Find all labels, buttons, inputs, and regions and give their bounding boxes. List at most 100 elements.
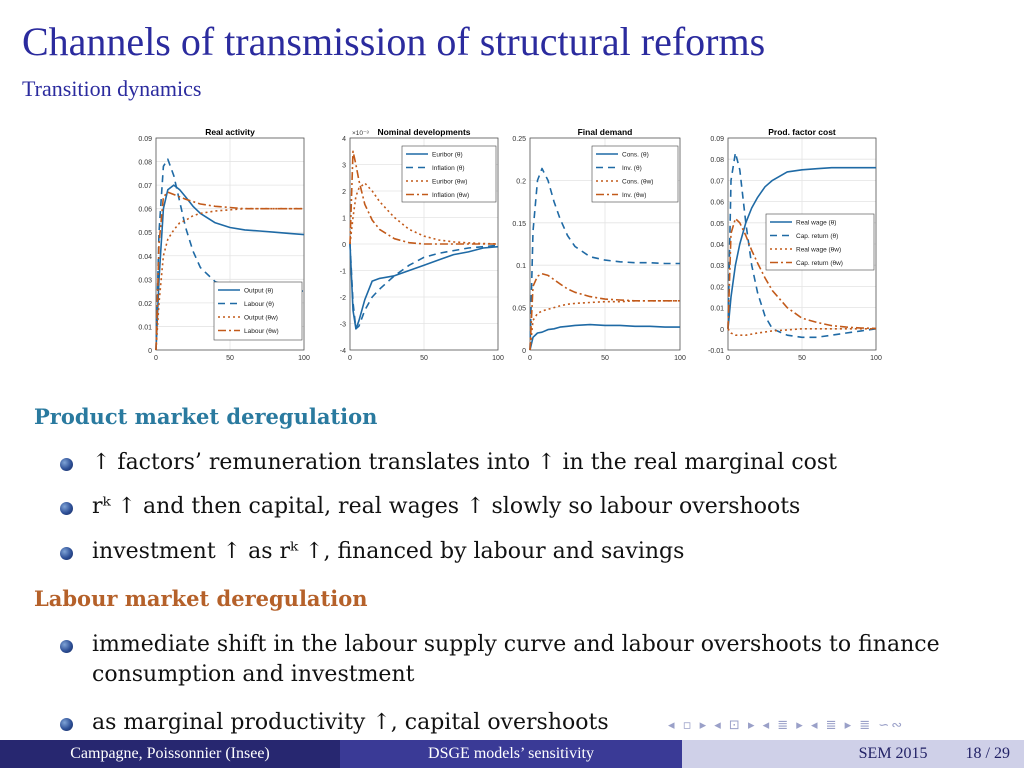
product-bullet-1: ↑ factors’ remuneration translates into … [60, 448, 990, 478]
legend-label: Cap. return (θw) [796, 260, 843, 267]
slide-subtitle: Transition dynamics [22, 76, 202, 101]
y-tick-label: 0.08 [710, 157, 724, 164]
legend-label: Cons. (θ) [622, 152, 649, 159]
y-tick-label: 0.09 [138, 136, 152, 143]
legend-label: Output (θw) [244, 315, 278, 322]
chart-panel-2: -4 -3 -2 -1 0 1 2 3 4 0 50 100 Nominal developments ×… [340, 127, 504, 362]
y-tick-label: 0.06 [138, 207, 152, 214]
charts-row: 0 0.01 0.02 0.03 0.04 0.05 0.06 0.07 0.08 0.09 0 50… [0, 120, 1024, 370]
chart-panel-3: 0 0.05 0.1 0.15 0.2 0.25 0 50 100 Final demand Con… [512, 127, 686, 362]
legend-label: Labour (θ) [244, 301, 274, 308]
legend-label: Inflation (θ) [432, 165, 465, 172]
legend-label: Euribor (θw) [432, 179, 467, 186]
bullet-icon [60, 458, 73, 471]
legend-box [401, 145, 497, 203]
legend-box [213, 281, 303, 341]
bullet-icon [60, 718, 73, 731]
y-tick-label: 0.2 [516, 178, 526, 185]
y-tick-label: 0.05 [710, 221, 724, 228]
bullet-text: ↑ factors’ remuneration translates into … [92, 450, 838, 475]
bullet-text: as marginal productivity ↑, capital over… [92, 710, 609, 735]
y-tick-label: 0.25 [512, 136, 526, 143]
x-tick-label: 50 [226, 355, 234, 362]
x-tick-label: 50 [798, 355, 806, 362]
product-section-heading: Product market deregulation [34, 404, 378, 429]
y-tick-label: 0 [148, 348, 152, 355]
legend-label: Cons. (θw) [622, 179, 653, 186]
bullet-text: investment ↑ as rᵏ ↑, financed by labour… [92, 539, 685, 564]
labour-section-heading: Labour market deregulation [34, 586, 368, 611]
series-line [349, 182, 499, 245]
y-tick-label: 3 [342, 163, 346, 170]
series-line [529, 167, 680, 351]
x-tick-label: 100 [674, 355, 686, 362]
chart-title: Real activity [205, 127, 255, 137]
legend-label: Cap. return (θ) [796, 233, 838, 240]
y-tick-label: -2 [340, 295, 346, 302]
y-tick-label: 0 [522, 348, 526, 355]
y-tick-label: -3 [340, 322, 346, 329]
y-tick-label: 0.03 [138, 277, 152, 284]
labour-bullet-2: as marginal productivity ↑, capital over… [60, 708, 990, 738]
series-line [727, 217, 877, 330]
y-tick-label: 0.1 [516, 263, 526, 270]
y-tick-label: 0.04 [138, 254, 152, 261]
series-line [349, 150, 498, 245]
series-line [155, 184, 305, 351]
y-tick-label: 4 [342, 136, 346, 143]
y-tick-label: -0.01 [708, 348, 724, 355]
legend-label: Output (θ) [244, 288, 273, 295]
series-line [349, 243, 499, 330]
y-tick-label: 0 [720, 327, 724, 334]
plot-frame [727, 137, 877, 351]
legend-label: Euribor (θ) [432, 152, 463, 159]
chart-panel-1: 0 0.01 0.02 0.03 0.04 0.05 0.06 0.07 0.08 0.09 0 50… [138, 127, 310, 362]
footer-event: SEM 2015 [858, 745, 928, 762]
y-tick-label: 0.07 [710, 178, 724, 185]
x-tick-label: 100 [298, 355, 310, 362]
plot-frame [529, 137, 681, 351]
bullet-icon [60, 640, 73, 653]
y-tick-label: 0.09 [710, 136, 724, 143]
footer-talk-title: DSGE models’ sensitivity [340, 740, 682, 768]
bullet-icon [60, 502, 73, 515]
x-tick-label: 0 [528, 355, 532, 362]
y-tick-label: 0.07 [138, 183, 152, 190]
series-line [155, 191, 304, 351]
beamer-navigation-icons[interactable]: ◂ ▫ ▸ ◂ ⊡ ▸ ◂ ≣ ▸ ◂ ≣ ▸ ≣ ∽∾ [668, 718, 905, 733]
chart-title: Nominal developments [377, 127, 470, 137]
y-tick-label: 1 [342, 216, 346, 223]
y-tick-label: 0.02 [138, 301, 152, 308]
legend-label: Inv. (θw) [622, 192, 646, 199]
y-tick-label: 0.15 [512, 221, 526, 228]
legend-label: Labour (θw) [244, 328, 279, 335]
plot-frame [155, 137, 305, 351]
scale-label: ×10⁻³ [352, 130, 369, 137]
footer-page-number: 18 / 29 [965, 745, 1010, 762]
y-tick-label: 0.05 [512, 306, 526, 313]
x-tick-label: 0 [154, 355, 158, 362]
slide-title: Channels of transmission of structural r… [22, 19, 766, 64]
series-line [529, 272, 680, 351]
footer-authors: Campagne, Poissonnier (Insee) [0, 740, 340, 768]
bullet-text: immediate shift in the labour supply cur… [92, 632, 940, 687]
footer-bar: Campagne, Poissonnier (Insee) DSGE model… [0, 740, 1024, 768]
x-tick-label: 0 [726, 355, 730, 362]
x-tick-label: 50 [601, 355, 609, 362]
y-tick-label: 0.08 [138, 160, 152, 167]
footer-right: SEM 2015 18 / 29 [682, 740, 1024, 768]
legend-label: Inflation (θw) [432, 192, 469, 199]
legend-label: Inv. (θ) [622, 165, 642, 172]
y-tick-label: 0.02 [710, 284, 724, 291]
x-tick-label: 100 [492, 355, 504, 362]
bullet-icon [60, 547, 73, 560]
series-line [529, 300, 680, 351]
series-line [529, 323, 680, 351]
chart-panel-4: -0.0100.010.020.030.040.050.060.070.080.… [708, 127, 882, 362]
y-tick-label: 0.03 [710, 263, 724, 270]
y-tick-label: 0.05 [138, 230, 152, 237]
labour-bullet-1: immediate shift in the labour supply cur… [60, 630, 990, 690]
charts-svg: 0 0.01 0.02 0.03 0.04 0.05 0.06 0.07 0.08 0.09 0 50… [138, 127, 882, 362]
y-tick-label: 0.04 [710, 242, 724, 249]
y-tick-label: 0.01 [138, 324, 152, 331]
